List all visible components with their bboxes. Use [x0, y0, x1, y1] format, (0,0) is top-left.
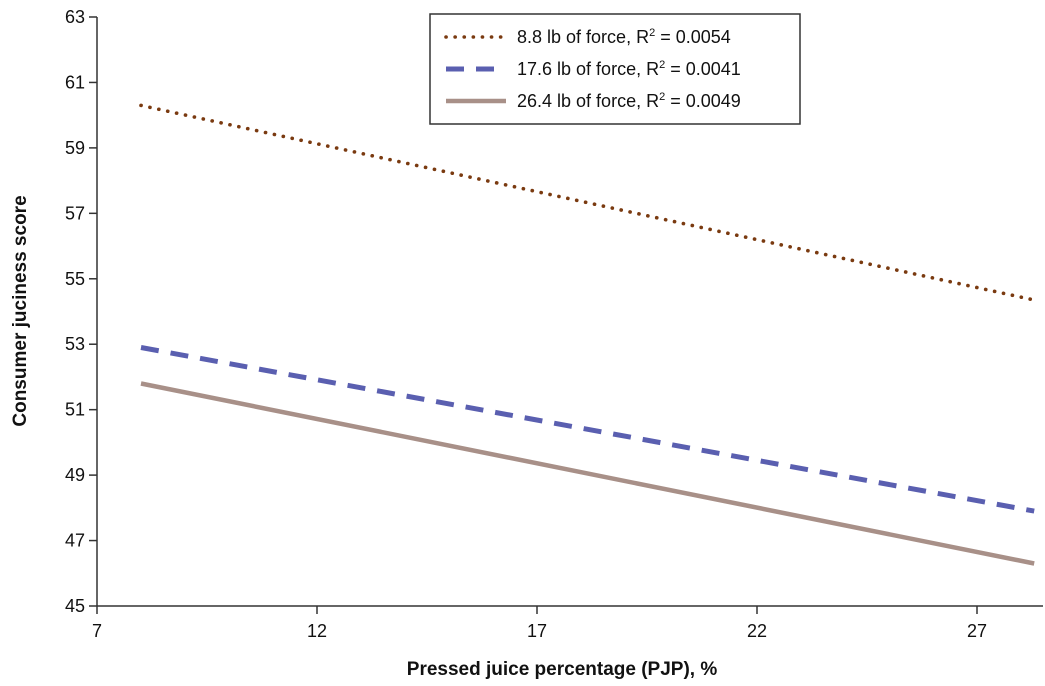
legend-series-name: 26.4 lb of force, R: [517, 91, 659, 111]
y-ticks: 45 47 49 51 53 55 57 59 61 63: [65, 7, 97, 616]
x-tick-label: 12: [307, 621, 327, 641]
x-tick-label: 27: [967, 621, 987, 641]
x-tick-label: 7: [92, 621, 102, 641]
y-tick-label: 61: [65, 72, 85, 92]
legend-superscript: 2: [659, 91, 665, 103]
y-tick-label: 55: [65, 269, 85, 289]
x-tick-label: 17: [527, 621, 547, 641]
axes: [96, 17, 1043, 607]
x-tick-label: 22: [747, 621, 767, 641]
y-tick-label: 57: [65, 203, 85, 223]
y-tick-label: 45: [65, 596, 85, 616]
y-tick-label: 63: [65, 7, 85, 27]
legend-superscript: 2: [659, 59, 665, 71]
y-tick-label: 59: [65, 138, 85, 158]
legend-series-name: 17.6 lb of force, R: [517, 59, 659, 79]
legend-label-3: 26.4 lb of force, R2 = 0.0049: [517, 91, 741, 111]
legend-label-2: 17.6 lb of force, R2 = 0.0041: [517, 59, 741, 79]
x-axis-title: Pressed juice percentage (PJP), %: [407, 659, 718, 680]
x-ticks: 7 12 17 22 27: [92, 606, 987, 641]
y-tick-label: 53: [65, 334, 85, 354]
legend-r2-value: = 0.0049: [665, 91, 741, 111]
legend-superscript: 2: [649, 27, 655, 39]
series-line-2: [140, 345, 1035, 514]
legend-r2-value: = 0.0054: [655, 27, 731, 47]
legend-r2-value: = 0.0041: [665, 59, 741, 79]
y-tick-label: 49: [65, 465, 85, 485]
series-layer: [139, 103, 1036, 566]
y-axis-title: Consumer juciness score: [10, 195, 31, 426]
series-line-3: [140, 381, 1035, 566]
y-tick-label: 47: [65, 531, 85, 551]
series-line-1: [139, 103, 1036, 302]
legend-series-name: 8.8 lb of force, R: [517, 27, 649, 47]
y-tick-label: 51: [65, 400, 85, 420]
legend-label-1: 8.8 lb of force, R2 = 0.0054: [517, 27, 731, 47]
